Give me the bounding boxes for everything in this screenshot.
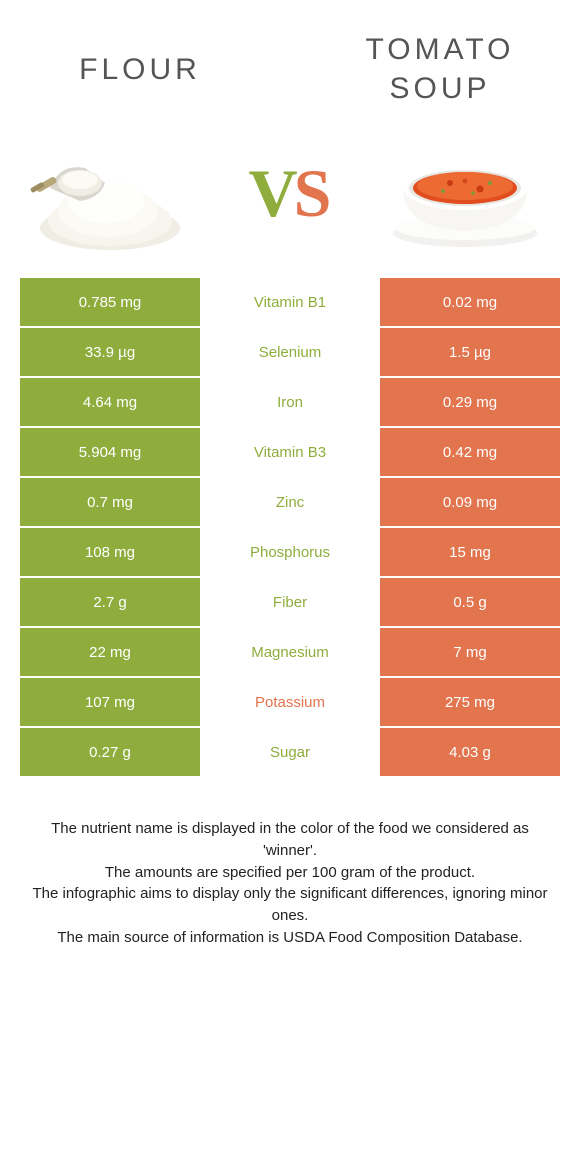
vs-s: S: [294, 154, 332, 233]
value-right: 0.02 mg: [380, 278, 560, 326]
value-right: 275 mg: [380, 678, 560, 726]
table-row: 2.7 gFiber0.5 g: [20, 578, 560, 626]
value-right: 0.5 g: [380, 578, 560, 626]
footer-line-4: The main source of information is USDA F…: [30, 927, 550, 949]
table-row: 4.64 mgIron0.29 mg: [20, 378, 560, 426]
table-row: 5.904 mgVitamin B30.42 mg: [20, 428, 560, 476]
soup-icon: [385, 133, 545, 253]
hero-row: VS: [0, 118, 580, 278]
table-row: 33.9 µgSelenium1.5 µg: [20, 328, 560, 376]
nutrient-name: Zinc: [200, 478, 380, 526]
value-left: 0.7 mg: [20, 478, 200, 526]
footer-notes: The nutrient name is displayed in the co…: [0, 778, 580, 949]
value-left: 0.785 mg: [20, 278, 200, 326]
table-row: 107 mgPotassium275 mg: [20, 678, 560, 726]
value-left: 0.27 g: [20, 728, 200, 776]
comparison-table: 0.785 mgVitamin B10.02 mg33.9 µgSelenium…: [20, 278, 560, 776]
nutrient-name: Iron: [200, 378, 380, 426]
value-left: 2.7 g: [20, 578, 200, 626]
value-left: 5.904 mg: [20, 428, 200, 476]
nutrient-name: Potassium: [200, 678, 380, 726]
table-row: 108 mgPhosphorus15 mg: [20, 528, 560, 576]
vs-v: V: [249, 154, 298, 233]
value-left: 108 mg: [20, 528, 200, 576]
value-right: 0.09 mg: [380, 478, 560, 526]
table-row: 22 mgMagnesium7 mg: [20, 628, 560, 676]
value-right: 0.29 mg: [380, 378, 560, 426]
value-right: 4.03 g: [380, 728, 560, 776]
title-left: FLOUR: [20, 30, 260, 108]
footer-line-3: The infographic aims to display only the…: [30, 883, 550, 927]
nutrient-name: Magnesium: [200, 628, 380, 676]
titles-row: FLOUR TOMATO SOUP: [0, 0, 580, 118]
value-left: 33.9 µg: [20, 328, 200, 376]
title-right: TOMATO SOUP: [320, 30, 560, 108]
value-right: 15 mg: [380, 528, 560, 576]
flour-image: [30, 128, 200, 258]
footer-line-2: The amounts are specified per 100 gram o…: [30, 862, 550, 884]
value-right: 0.42 mg: [380, 428, 560, 476]
flour-icon: [30, 133, 200, 253]
vs-label: VS: [249, 154, 332, 233]
soup-image: [380, 128, 550, 258]
nutrient-name: Vitamin B3: [200, 428, 380, 476]
nutrient-name: Vitamin B1: [200, 278, 380, 326]
footer-line-1: The nutrient name is displayed in the co…: [30, 818, 550, 862]
infographic-container: FLOUR TOMATO SOUP VS: [0, 0, 580, 949]
table-row: 0.7 mgZinc0.09 mg: [20, 478, 560, 526]
value-right: 1.5 µg: [380, 328, 560, 376]
title-gap: [260, 30, 320, 108]
table-row: 0.27 gSugar4.03 g: [20, 728, 560, 776]
value-left: 107 mg: [20, 678, 200, 726]
nutrient-name: Selenium: [200, 328, 380, 376]
nutrient-name: Sugar: [200, 728, 380, 776]
value-right: 7 mg: [380, 628, 560, 676]
value-left: 22 mg: [20, 628, 200, 676]
nutrient-name: Fiber: [200, 578, 380, 626]
nutrient-name: Phosphorus: [200, 528, 380, 576]
value-left: 4.64 mg: [20, 378, 200, 426]
table-row: 0.785 mgVitamin B10.02 mg: [20, 278, 560, 326]
